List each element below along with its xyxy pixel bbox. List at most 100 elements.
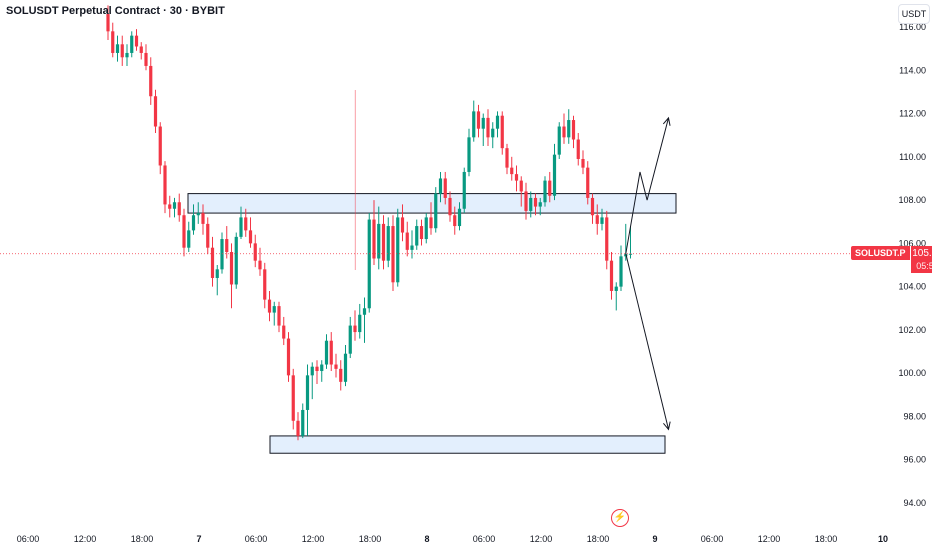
candle (595, 204, 599, 235)
candle-body (244, 217, 248, 231)
candle-body (272, 306, 276, 313)
candle (320, 360, 324, 382)
last-price-symbol: SOLUSDT.P (851, 246, 910, 260)
candle (125, 44, 129, 66)
candle (524, 182, 528, 220)
candle (453, 206, 457, 235)
candle-body (225, 239, 229, 253)
candle-body (339, 368, 343, 382)
time-axis[interactable]: 06:00 12:00 18:00 7 06:00 12:00 18:00 8 06:00 12:… (17, 534, 888, 544)
candle (248, 217, 253, 248)
candle-body (201, 213, 205, 224)
candle-body (557, 126, 561, 155)
candle-body (367, 219, 371, 309)
candle (348, 316, 352, 359)
price-axis[interactable]: 94.0096.0098.00100.00102.00104.00106.001… (893, 0, 932, 550)
candle (301, 403, 305, 439)
candle (562, 113, 566, 144)
candle-body (443, 178, 447, 198)
candle-body (538, 202, 542, 207)
last-price-value-box: 105.52 05:59 (909, 246, 932, 273)
candle (120, 35, 124, 66)
candle-body (358, 314, 362, 333)
candle-body (329, 340, 333, 365)
candle (310, 362, 314, 400)
candle-body (277, 306, 281, 326)
candle-body (130, 35, 134, 53)
candle (609, 252, 614, 300)
candle-body (576, 139, 580, 159)
candle (286, 332, 291, 382)
candle-body (172, 202, 177, 209)
candle (628, 226, 633, 259)
candle (339, 360, 343, 391)
candle (600, 208, 604, 231)
candle-body (196, 213, 200, 216)
candle-body (191, 215, 196, 231)
candle-body (267, 299, 272, 313)
candle-body (581, 158, 585, 168)
candle-body (263, 269, 267, 300)
candle-body (125, 52, 129, 58)
candle (282, 316, 286, 346)
candle-body (434, 193, 438, 229)
candle-body (286, 338, 291, 376)
candle (457, 202, 462, 231)
price-tick-label: 112.00 (899, 109, 926, 119)
candle-body (543, 180, 547, 203)
time-tick-label: 12:00 (74, 534, 97, 544)
candle-body (215, 269, 219, 278)
candle-body (533, 197, 538, 207)
candle (253, 234, 257, 268)
candle (187, 221, 191, 253)
candle-body (514, 174, 519, 181)
candle (410, 230, 414, 259)
candle (353, 310, 357, 341)
candle-body (396, 217, 400, 283)
currency-button[interactable]: USDT (898, 4, 930, 24)
candle (543, 176, 547, 207)
candle-body (438, 178, 443, 194)
candle-body (524, 191, 528, 211)
candle-body (362, 308, 367, 315)
candle (448, 191, 452, 222)
candle-body (453, 215, 457, 227)
time-tick-label: 12:00 (530, 534, 553, 544)
time-tick-label: 06:00 (245, 534, 268, 544)
price-tick-label: 104.00 (898, 282, 926, 292)
candle-body (343, 353, 348, 382)
price-tick-label: 102.00 (898, 325, 926, 335)
candle-body (248, 230, 253, 244)
candle (381, 215, 386, 270)
candle (329, 332, 333, 372)
flash-icon[interactable]: ⚡ (611, 509, 629, 527)
candle-body (177, 202, 181, 216)
candle-body (210, 247, 215, 278)
candle (239, 206, 243, 240)
candle (590, 193, 595, 224)
candle (505, 143, 509, 175)
candle-body (220, 239, 224, 270)
candle (619, 245, 623, 291)
candle-body (472, 111, 476, 138)
arrow-up-icon (662, 116, 671, 126)
candle-body (462, 171, 466, 209)
candle-body (410, 245, 414, 250)
candle (244, 208, 248, 237)
candle-body (353, 325, 357, 333)
candle (106, 5, 110, 40)
candle (391, 215, 395, 291)
candle (476, 104, 481, 138)
candle-body (296, 420, 300, 436)
time-tick-label: 18:00 (815, 534, 838, 544)
candle-body (562, 126, 566, 138)
candle (291, 368, 295, 430)
candle (206, 217, 210, 255)
candle-body (381, 223, 386, 261)
candle (163, 161, 167, 214)
candle-body (424, 217, 428, 240)
candle (533, 193, 538, 216)
candle (614, 282, 618, 311)
candle (467, 128, 471, 177)
